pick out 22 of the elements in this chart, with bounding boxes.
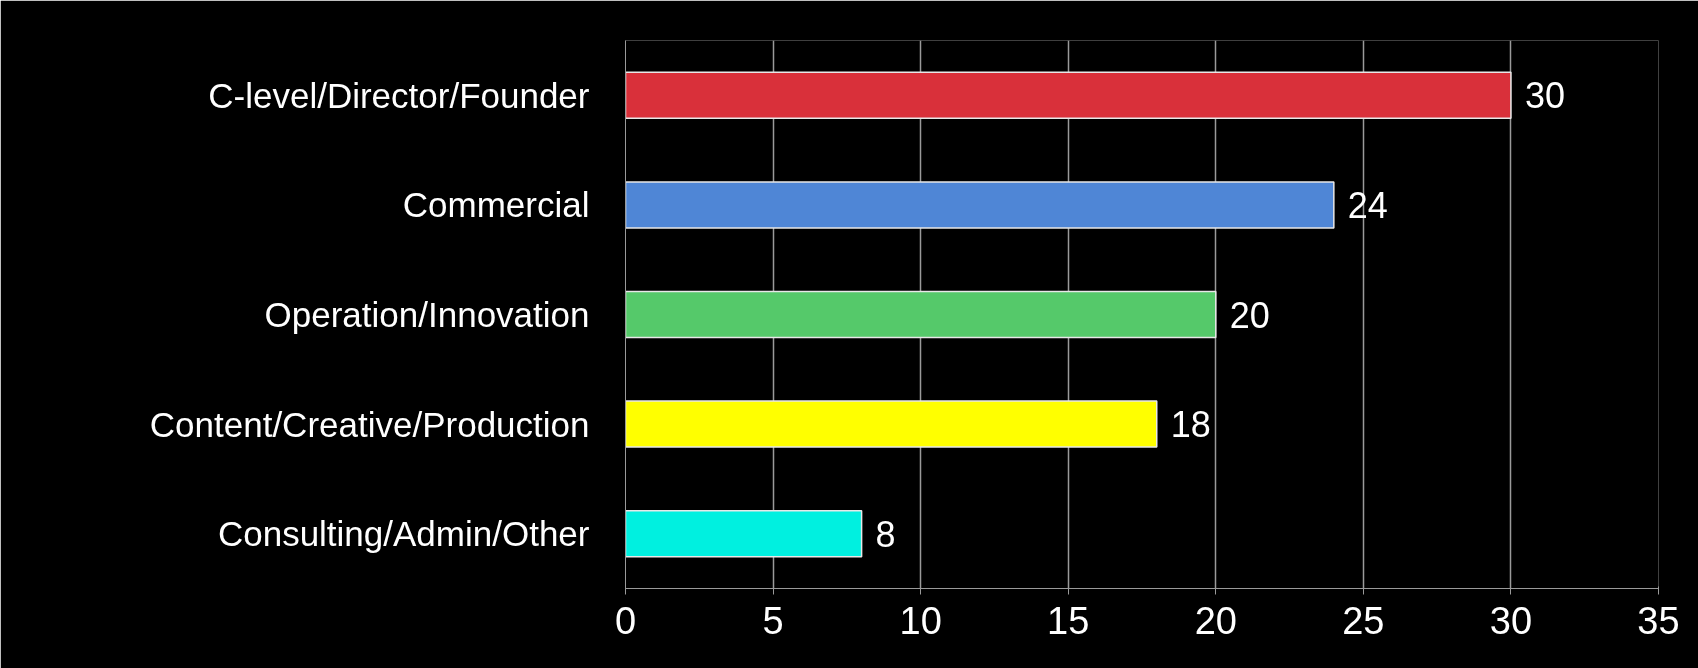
bar xyxy=(625,400,1158,448)
x-tick-label: 20 xyxy=(1194,599,1237,642)
data-label: 8 xyxy=(875,513,896,555)
data-label: 30 xyxy=(1524,75,1565,117)
bar xyxy=(625,509,863,558)
y-tick-label: Operation/Innovation xyxy=(264,295,590,334)
bar xyxy=(625,290,1217,339)
bar xyxy=(625,181,1335,229)
data-label: 20 xyxy=(1229,294,1270,336)
x-tick-label: 10 xyxy=(899,599,942,642)
y-tick-label: Consulting/Admin/Other xyxy=(217,514,590,554)
x-tick-label: 35 xyxy=(1637,599,1680,642)
x-tick-label: 25 xyxy=(1342,599,1385,642)
y-tick-label: Commercial xyxy=(402,185,590,225)
y-tick-label: Content/Creative/Production xyxy=(149,404,590,444)
bar xyxy=(625,71,1512,120)
y-tick-label: C-level/Director/Founder xyxy=(208,75,590,115)
data-label: 18 xyxy=(1170,404,1211,446)
x-tick-label: 5 xyxy=(762,599,784,642)
x-tick-label: 30 xyxy=(1489,599,1533,642)
x-tick-label: 0 xyxy=(614,599,637,642)
x-tick-label: 15 xyxy=(1047,599,1090,642)
